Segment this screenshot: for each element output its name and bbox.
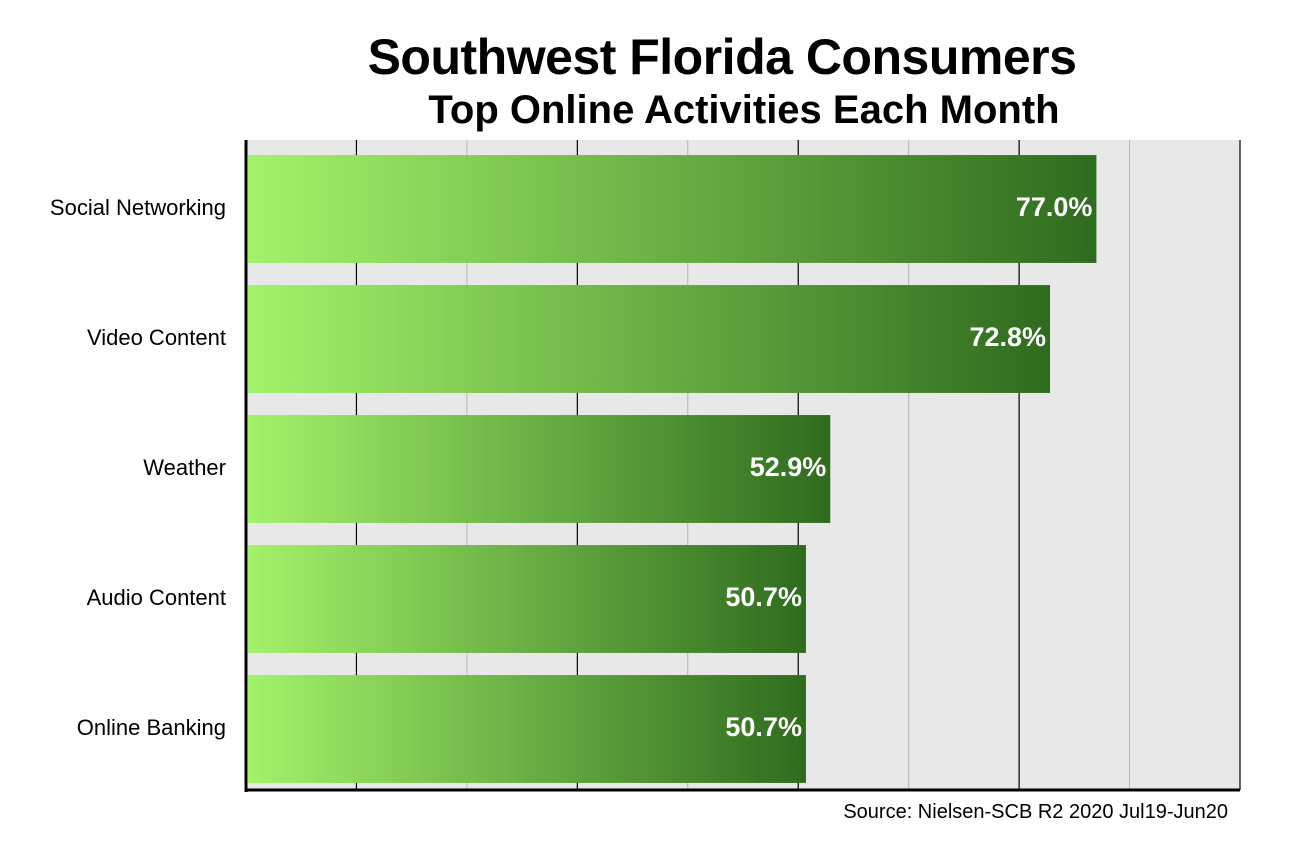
category-label: Social Networking	[50, 195, 226, 220]
bar	[248, 415, 831, 523]
axes	[244, 140, 1240, 792]
category-labels: Social Networking Video Content Weather Aud…	[50, 195, 226, 740]
chart-title: Southwest Florida Consumers	[367, 29, 1077, 85]
bars	[248, 155, 1097, 783]
bar	[248, 545, 806, 653]
value-labels: 77.0% 72.8% 52.9% 50.7% 50.7%	[725, 192, 1092, 742]
data-label: 50.7%	[725, 582, 802, 612]
data-label: 72.8%	[969, 322, 1046, 352]
data-label: 77.0%	[1016, 192, 1093, 222]
category-label: Audio Content	[87, 585, 226, 610]
category-label: Weather	[143, 455, 226, 480]
bar	[248, 285, 1051, 393]
category-label: Video Content	[87, 325, 226, 350]
data-label: 50.7%	[725, 712, 802, 742]
category-label: Online Banking	[77, 715, 226, 740]
source-note: Source: Nielsen-SCB R2 2020 Jul19-Jun20	[843, 801, 1228, 823]
bar	[248, 155, 1097, 263]
data-label: 52.9%	[750, 452, 827, 482]
bar	[248, 675, 806, 783]
chart-subtitle: Top Online Activities Each Month	[428, 88, 1060, 132]
